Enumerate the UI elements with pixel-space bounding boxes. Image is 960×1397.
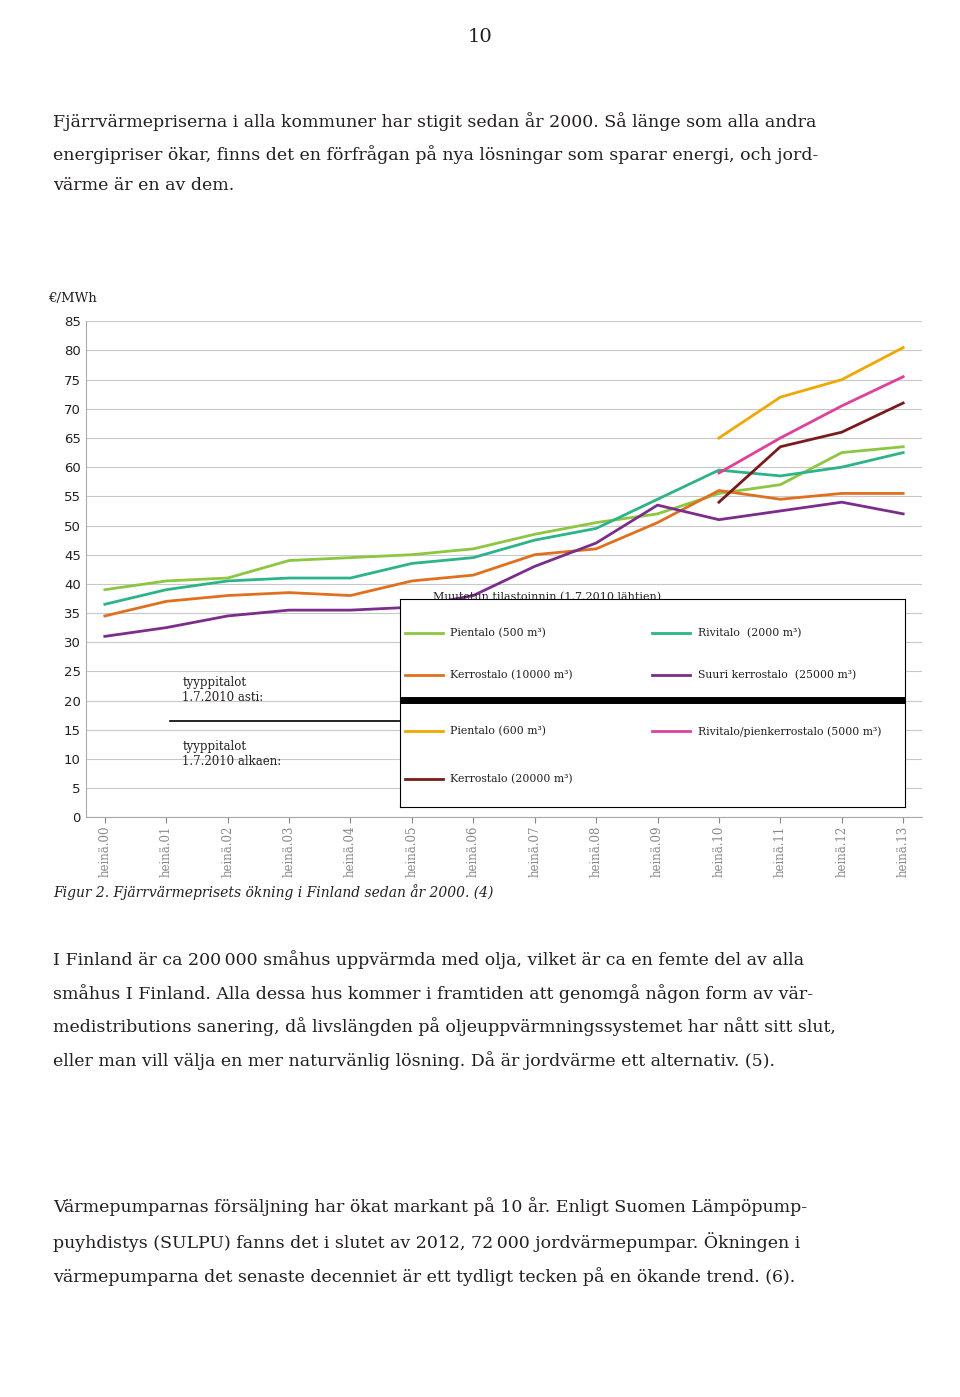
Text: Suuri kerrostalo  (25000 m³): Suuri kerrostalo (25000 m³) [698,671,856,680]
Text: Muutetun tilastoinnin (1.7.2010 lähtien)
tyyppitalot ovat 2000-luvun uudisrakenn: Muutetun tilastoinnin (1.7.2010 lähtien)… [433,591,692,613]
Text: I Finland är ca 200 000 småhus uppvärmda med olja, vilket är ca en femte del av : I Finland är ca 200 000 småhus uppvärmda… [53,950,835,1070]
Text: Fjärrvärmepriserna i alla kommuner har stigit sedan år 2000. Så länge som alla a: Fjärrvärmepriserna i alla kommuner har s… [53,112,818,194]
Text: tyyppitalot
1.7.2010 asti:: tyyppitalot 1.7.2010 asti: [182,676,264,704]
Text: tyyppitalot
1.7.2010 alkaen:: tyyppitalot 1.7.2010 alkaen: [182,740,281,768]
Text: Rivitalo/pienkerrostalo (5000 m³): Rivitalo/pienkerrostalo (5000 m³) [698,726,881,736]
Text: Pientalo (500 m³): Pientalo (500 m³) [450,629,546,638]
Text: 10: 10 [468,28,492,46]
Text: Kerrostalo (10000 m³): Kerrostalo (10000 m³) [450,671,573,680]
Text: Kerrostalo (20000 m³): Kerrostalo (20000 m³) [450,774,573,784]
Text: Rivitalo  (2000 m³): Rivitalo (2000 m³) [698,629,802,638]
Text: €/MWh: €/MWh [48,292,97,305]
Text: Värmepumparnas försäljning har ökat markant på 10 år. Enligt Suomen Lämpöpump-
p: Värmepumparnas försäljning har ökat mark… [53,1197,807,1285]
Text: Figur 2. Fjärrvärmeprisets ökning i Finland sedan år 2000. (4): Figur 2. Fjärrvärmeprisets ökning i Finl… [53,884,493,900]
Text: Pientalo (600 m³): Pientalo (600 m³) [450,726,546,736]
